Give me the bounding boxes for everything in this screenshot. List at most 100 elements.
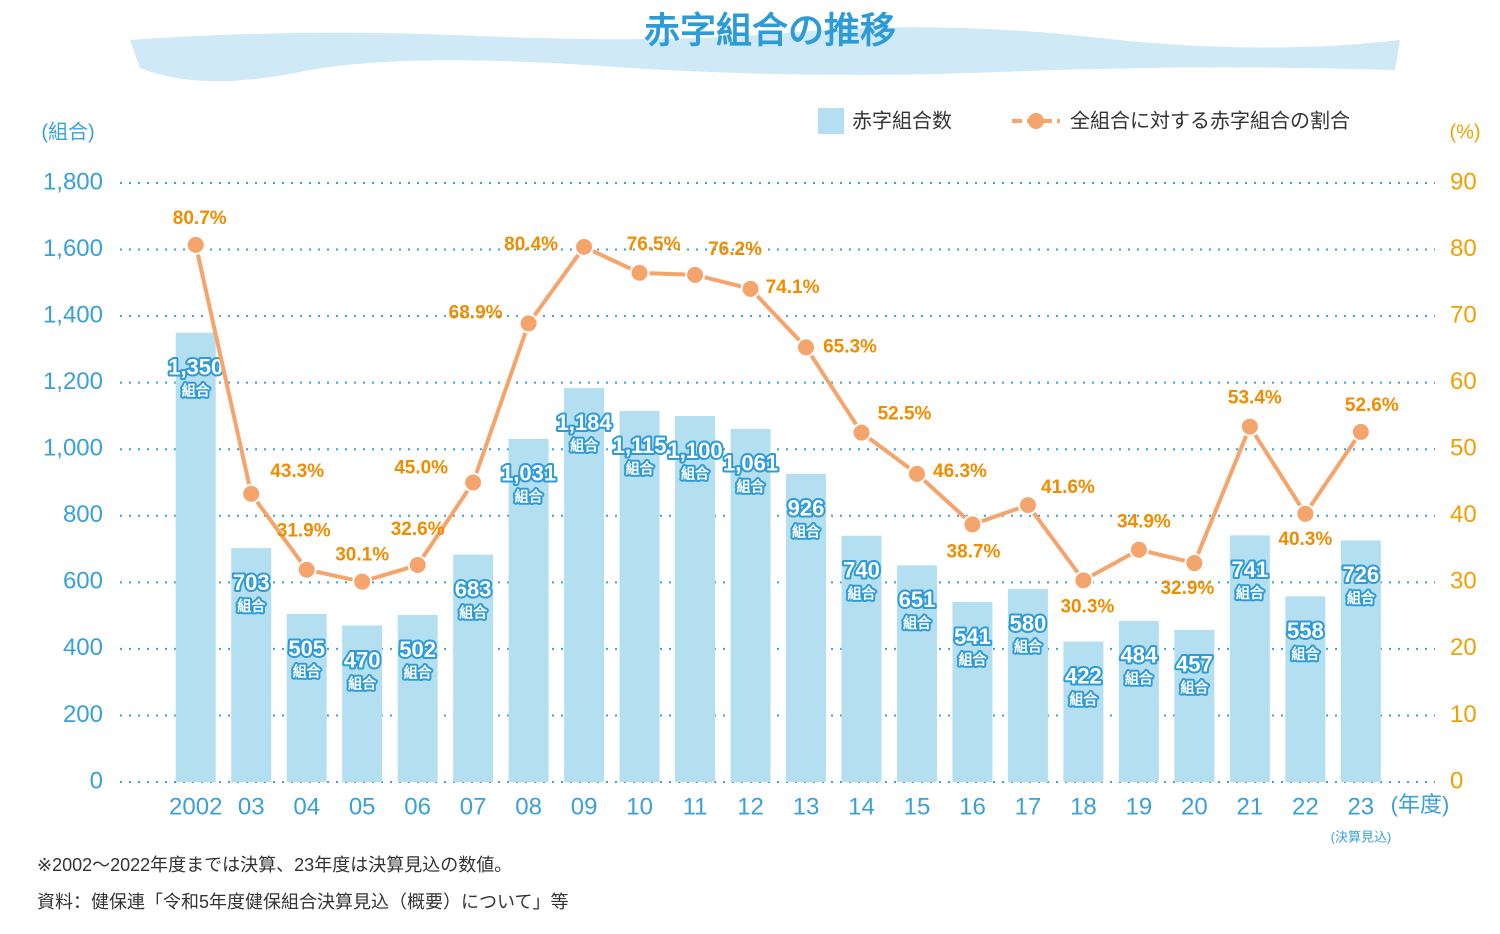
- bar-unit-label: 組合: [1347, 590, 1376, 606]
- bar: [397, 614, 438, 782]
- y2-tick-label: 10: [1450, 701, 1477, 728]
- bar-value-label: 505: [288, 636, 325, 661]
- x-tick-label: 22: [1292, 793, 1319, 820]
- x-tick-label: 23: [1347, 793, 1374, 820]
- y2-tick-label: 20: [1450, 634, 1477, 661]
- bar-unit-label: 組合: [1236, 585, 1265, 601]
- x-tick-label: 21: [1237, 793, 1264, 820]
- bar-value-label: 726: [1342, 562, 1379, 587]
- bar: [786, 473, 827, 782]
- x-tick-label: 17: [1015, 793, 1042, 820]
- y2-tick-label: 90: [1450, 168, 1477, 195]
- bar: [1118, 620, 1159, 782]
- legend-label: 赤字組合数: [852, 109, 952, 132]
- y2-tick-label: 0: [1450, 767, 1463, 794]
- bar-value-label: 502: [399, 637, 436, 662]
- x-tick-label: 04: [293, 793, 320, 820]
- y2-tick-label: 40: [1450, 501, 1477, 528]
- bar-value-label: 1,350: [168, 355, 223, 380]
- y-tick-label: 200: [63, 701, 103, 728]
- line-value-label: 32.6%: [391, 519, 445, 540]
- bar: [675, 415, 716, 782]
- x-tick-label: 16: [959, 793, 986, 820]
- bar: [841, 535, 882, 782]
- bar-unit-label: 組合: [404, 665, 433, 681]
- line-point: [352, 571, 373, 592]
- bar-value-label: 484: [1121, 643, 1158, 668]
- line-point: [851, 422, 872, 443]
- bar-value-label: 1,184: [557, 410, 613, 435]
- line-point: [407, 555, 428, 576]
- bar: [896, 565, 937, 782]
- bar-unit-label: 組合: [570, 438, 599, 454]
- line-point: [518, 313, 539, 334]
- line-point: [1073, 570, 1094, 591]
- line-point: [1350, 421, 1371, 442]
- bar-value-label: 683: [455, 577, 492, 602]
- bar: [1285, 596, 1326, 782]
- title-brush: [130, 27, 1400, 82]
- bar-value-label: 422: [1065, 663, 1102, 688]
- bar-unit-label: 組合: [848, 585, 877, 601]
- legend-swatch-dot: [1028, 113, 1044, 129]
- line-value-label: 32.9%: [1160, 578, 1214, 599]
- y2-tick-label: 30: [1450, 568, 1477, 595]
- bar-value-label: 558: [1287, 618, 1324, 643]
- bar-unit-label: 組合: [1014, 639, 1043, 655]
- line-value-label: 80.4%: [504, 234, 558, 255]
- x-tick-label: 11: [683, 793, 708, 820]
- bar-unit-label: 組合: [1125, 671, 1154, 687]
- line-point: [1295, 503, 1316, 524]
- x-tick-label: 10: [626, 793, 653, 820]
- line-value-label: 68.9%: [449, 302, 503, 323]
- bar: [508, 438, 549, 782]
- bar-unit-label: 組合: [792, 524, 821, 540]
- x-tick-label: 2002: [169, 793, 222, 820]
- y-tick-label: 0: [90, 767, 103, 794]
- bar: [1340, 540, 1381, 782]
- y-tick-label: 400: [63, 634, 103, 661]
- bar: [952, 601, 993, 782]
- bar-unit-label: 組合: [903, 615, 932, 631]
- annotation: (決算見込): [1331, 829, 1392, 844]
- line-value-label: 52.5%: [878, 404, 932, 425]
- line-value-label: 34.9%: [1117, 512, 1171, 533]
- x-axis-label: (年度): [1391, 792, 1450, 817]
- bar-value-label: 580: [1010, 611, 1047, 636]
- y2-tick-label: 80: [1450, 235, 1477, 262]
- bar-value-label: 470: [344, 647, 381, 672]
- line-value-label: 52.6%: [1345, 395, 1399, 416]
- bar-unit-label: 組合: [1291, 646, 1320, 662]
- bar-unit-label: 組合: [293, 664, 322, 680]
- bar-unit-label: 組合: [737, 479, 766, 495]
- bar-value-label: 703: [233, 570, 270, 595]
- line-point: [962, 514, 983, 535]
- x-tick-label: 03: [238, 793, 265, 820]
- line-point: [1184, 553, 1205, 574]
- line-point: [1128, 539, 1149, 560]
- line-value-label: 74.1%: [766, 277, 820, 298]
- line-value-label: 80.7%: [173, 208, 227, 229]
- y-tick-label: 1,000: [43, 435, 103, 462]
- bar-value-label: 457: [1176, 652, 1213, 677]
- note: 資料：健保連「令和5年度健保組合決算見込（概要）について」等: [37, 892, 568, 912]
- bar-value-label: 1,100: [668, 438, 723, 463]
- x-tick-label: 12: [737, 793, 764, 820]
- line-point: [574, 236, 595, 257]
- y-tick-label: 1,600: [43, 235, 103, 262]
- line-value-label: 53.4%: [1228, 388, 1282, 409]
- line-value-label: 38.7%: [947, 541, 1001, 562]
- bar: [231, 548, 272, 782]
- x-tick-label: 13: [793, 793, 820, 820]
- bar: [342, 625, 383, 782]
- bar-unit-label: 組合: [459, 604, 488, 620]
- y-tick-label: 600: [63, 568, 103, 595]
- bar: [286, 613, 327, 782]
- bar-value-label: 1,061: [723, 451, 778, 476]
- bar-value-label: 1,031: [501, 461, 556, 486]
- note: ※2002〜2022年度までは決算、23年度は決算見込の数値。: [37, 855, 512, 875]
- line-value-label: 43.3%: [270, 461, 324, 482]
- line-value-label: 40.3%: [1278, 529, 1332, 550]
- bar-value-label: 541: [954, 624, 991, 649]
